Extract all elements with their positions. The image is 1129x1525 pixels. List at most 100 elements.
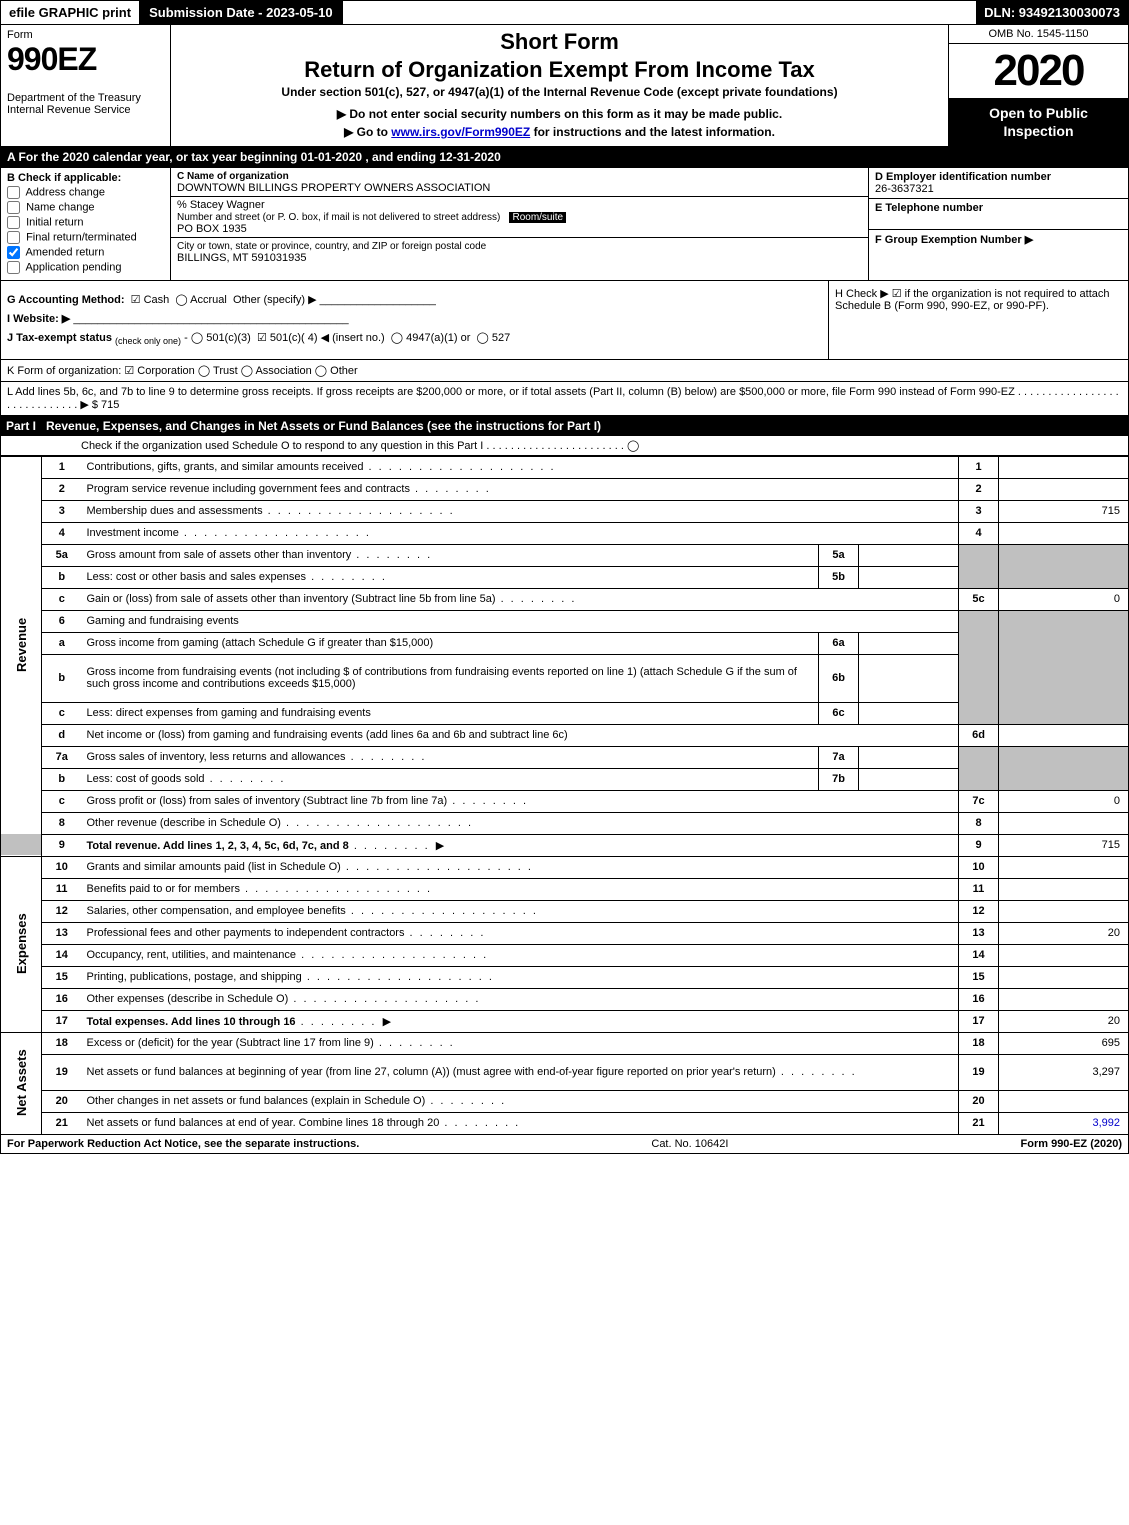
l1-amt [999,456,1129,478]
l12-box: 12 [959,900,999,922]
paperwork-notice: For Paperwork Reduction Act Notice, see … [7,1138,359,1150]
l13-num: 13 [42,922,82,944]
l6d-desc: Net income or (loss) from gaming and fun… [82,724,959,746]
l6d-box: 6d [959,724,999,746]
l10-num: 10 [42,856,82,878]
revenue-side-label: Revenue [1,456,42,834]
l1-box: 1 [959,456,999,478]
l18-box: 18 [959,1032,999,1054]
l18-desc: Excess or (deficit) for the year (Subtra… [87,1037,455,1049]
l7a-desc: Gross sales of inventory, less returns a… [87,751,427,763]
short-form-title: Short Form [179,29,940,55]
goto-post: for instructions and the latest informat… [530,125,775,139]
l6c-desc: Less: direct expenses from gaming and fu… [87,707,371,719]
l3-num: 3 [42,500,82,522]
l14-num: 14 [42,944,82,966]
info-block: B Check if applicable: Address change Na… [0,168,1129,281]
l6a-iamt [859,632,959,654]
l7-shade-amt [999,746,1129,790]
dept-irs: Internal Revenue Service [7,104,164,116]
addr-label: Number and street (or P. O. box, if mail… [177,212,500,223]
l3-box: 3 [959,500,999,522]
l19-desc: Net assets or fund balances at beginning… [87,1066,776,1078]
l13-amt: 20 [999,922,1129,944]
l18-num: 18 [42,1032,82,1054]
l3-desc: Membership dues and assessments [87,505,455,517]
c-label: C Name of organization [177,171,289,182]
section-h: H Check ▶ ☑ if the organization is not r… [828,281,1128,358]
l12-num: 12 [42,900,82,922]
chk-address-change[interactable]: Address change [7,186,164,199]
l7c-num: c [42,790,82,812]
part-1-header: Part I Revenue, Expenses, and Changes in… [0,416,1129,436]
header-right: OMB No. 1545-1150 2020 Open to Public In… [948,25,1128,146]
l14-amt [999,944,1129,966]
l10-box: 10 [959,856,999,878]
cat-no: Cat. No. 10642I [651,1138,728,1150]
chk-name-change[interactable]: Name change [7,201,164,214]
l12-desc: Salaries, other compensation, and employ… [87,905,538,917]
l10-amt [999,856,1129,878]
l14-desc: Occupancy, rent, utilities, and maintena… [87,949,489,961]
chk-initial-return[interactable]: Initial return [7,216,164,229]
l11-box: 11 [959,878,999,900]
l6d-amt [999,724,1129,746]
rev-spacer [1,834,42,856]
l15-num: 15 [42,966,82,988]
l21-box: 21 [959,1112,999,1134]
l3-amt: 715 [999,500,1129,522]
chk-application-pending[interactable]: Application pending [7,261,164,274]
org-name: DOWNTOWN BILLINGS PROPERTY OWNERS ASSOCI… [177,182,490,194]
l6-desc: Gaming and fundraising events [82,610,959,632]
l8-desc: Other revenue (describe in Schedule O) [87,817,474,829]
line-a-period: A For the 2020 calendar year, or tax yea… [0,147,1129,168]
l7a-ibox: 7a [819,746,859,768]
under-section: Under section 501(c), 527, or 4947(a)(1)… [179,85,940,99]
l6a-ibox: 6a [819,632,859,654]
l17-box: 17 [959,1010,999,1032]
l17-amt: 20 [999,1010,1129,1032]
instructions-link[interactable]: www.irs.gov/Form990EZ [391,125,530,139]
l19-amt: 3,297 [999,1054,1129,1090]
l6b-iamt [859,654,959,702]
l11-desc: Benefits paid to or for members [87,883,433,895]
part-1-label: Part I [6,419,46,433]
l6-num: 6 [42,610,82,632]
l15-desc: Printing, publications, postage, and shi… [87,971,494,983]
top-bar: efile GRAPHIC print Submission Date - 20… [0,0,1129,25]
section-b: B Check if applicable: Address change Na… [1,168,171,280]
form-number: 990EZ [7,41,164,78]
l21-desc: Net assets or fund balances at end of ye… [87,1117,521,1129]
l2-amt [999,478,1129,500]
l15-amt [999,966,1129,988]
l7c-desc: Gross profit or (loss) from sales of inv… [87,795,529,807]
l14-box: 14 [959,944,999,966]
line-i: I Website: ▶ ___________________________… [7,312,822,325]
l5a-desc: Gross amount from sale of assets other t… [87,549,433,561]
d-label: D Employer identification number [875,171,1051,183]
expenses-side-label: Expenses [1,856,42,1032]
part-1-title: Revenue, Expenses, and Changes in Net As… [46,419,601,433]
part-1-sub: Check if the organization used Schedule … [0,436,1129,456]
l4-box: 4 [959,522,999,544]
line-g: G Accounting Method: ☑ Cash ◯ Accrual Ot… [7,293,822,306]
l20-amt [999,1090,1129,1112]
l11-num: 11 [42,878,82,900]
room-label: Room/suite [509,212,566,223]
l9-desc: Total revenue. Add lines 1, 2, 3, 4, 5c,… [87,840,349,852]
l16-num: 16 [42,988,82,1010]
l21-num: 21 [42,1112,82,1134]
street-address: PO BOX 1935 [177,223,247,235]
l5b-ibox: 5b [819,566,859,588]
l20-box: 20 [959,1090,999,1112]
chk-amended-return[interactable]: Amended return [7,246,164,259]
l7b-iamt [859,768,959,790]
city-label: City or town, state or province, country… [177,241,486,252]
chk-final-return[interactable]: Final return/terminated [7,231,164,244]
l10-desc: Grants and similar amounts paid (list in… [87,861,533,873]
line-l: L Add lines 5b, 6c, and 7b to line 9 to … [0,382,1129,416]
l5a-iamt [859,544,959,566]
l6b-num: b [42,654,82,702]
ein-value: 26-3637321 [875,183,934,195]
e-label: E Telephone number [875,202,983,214]
